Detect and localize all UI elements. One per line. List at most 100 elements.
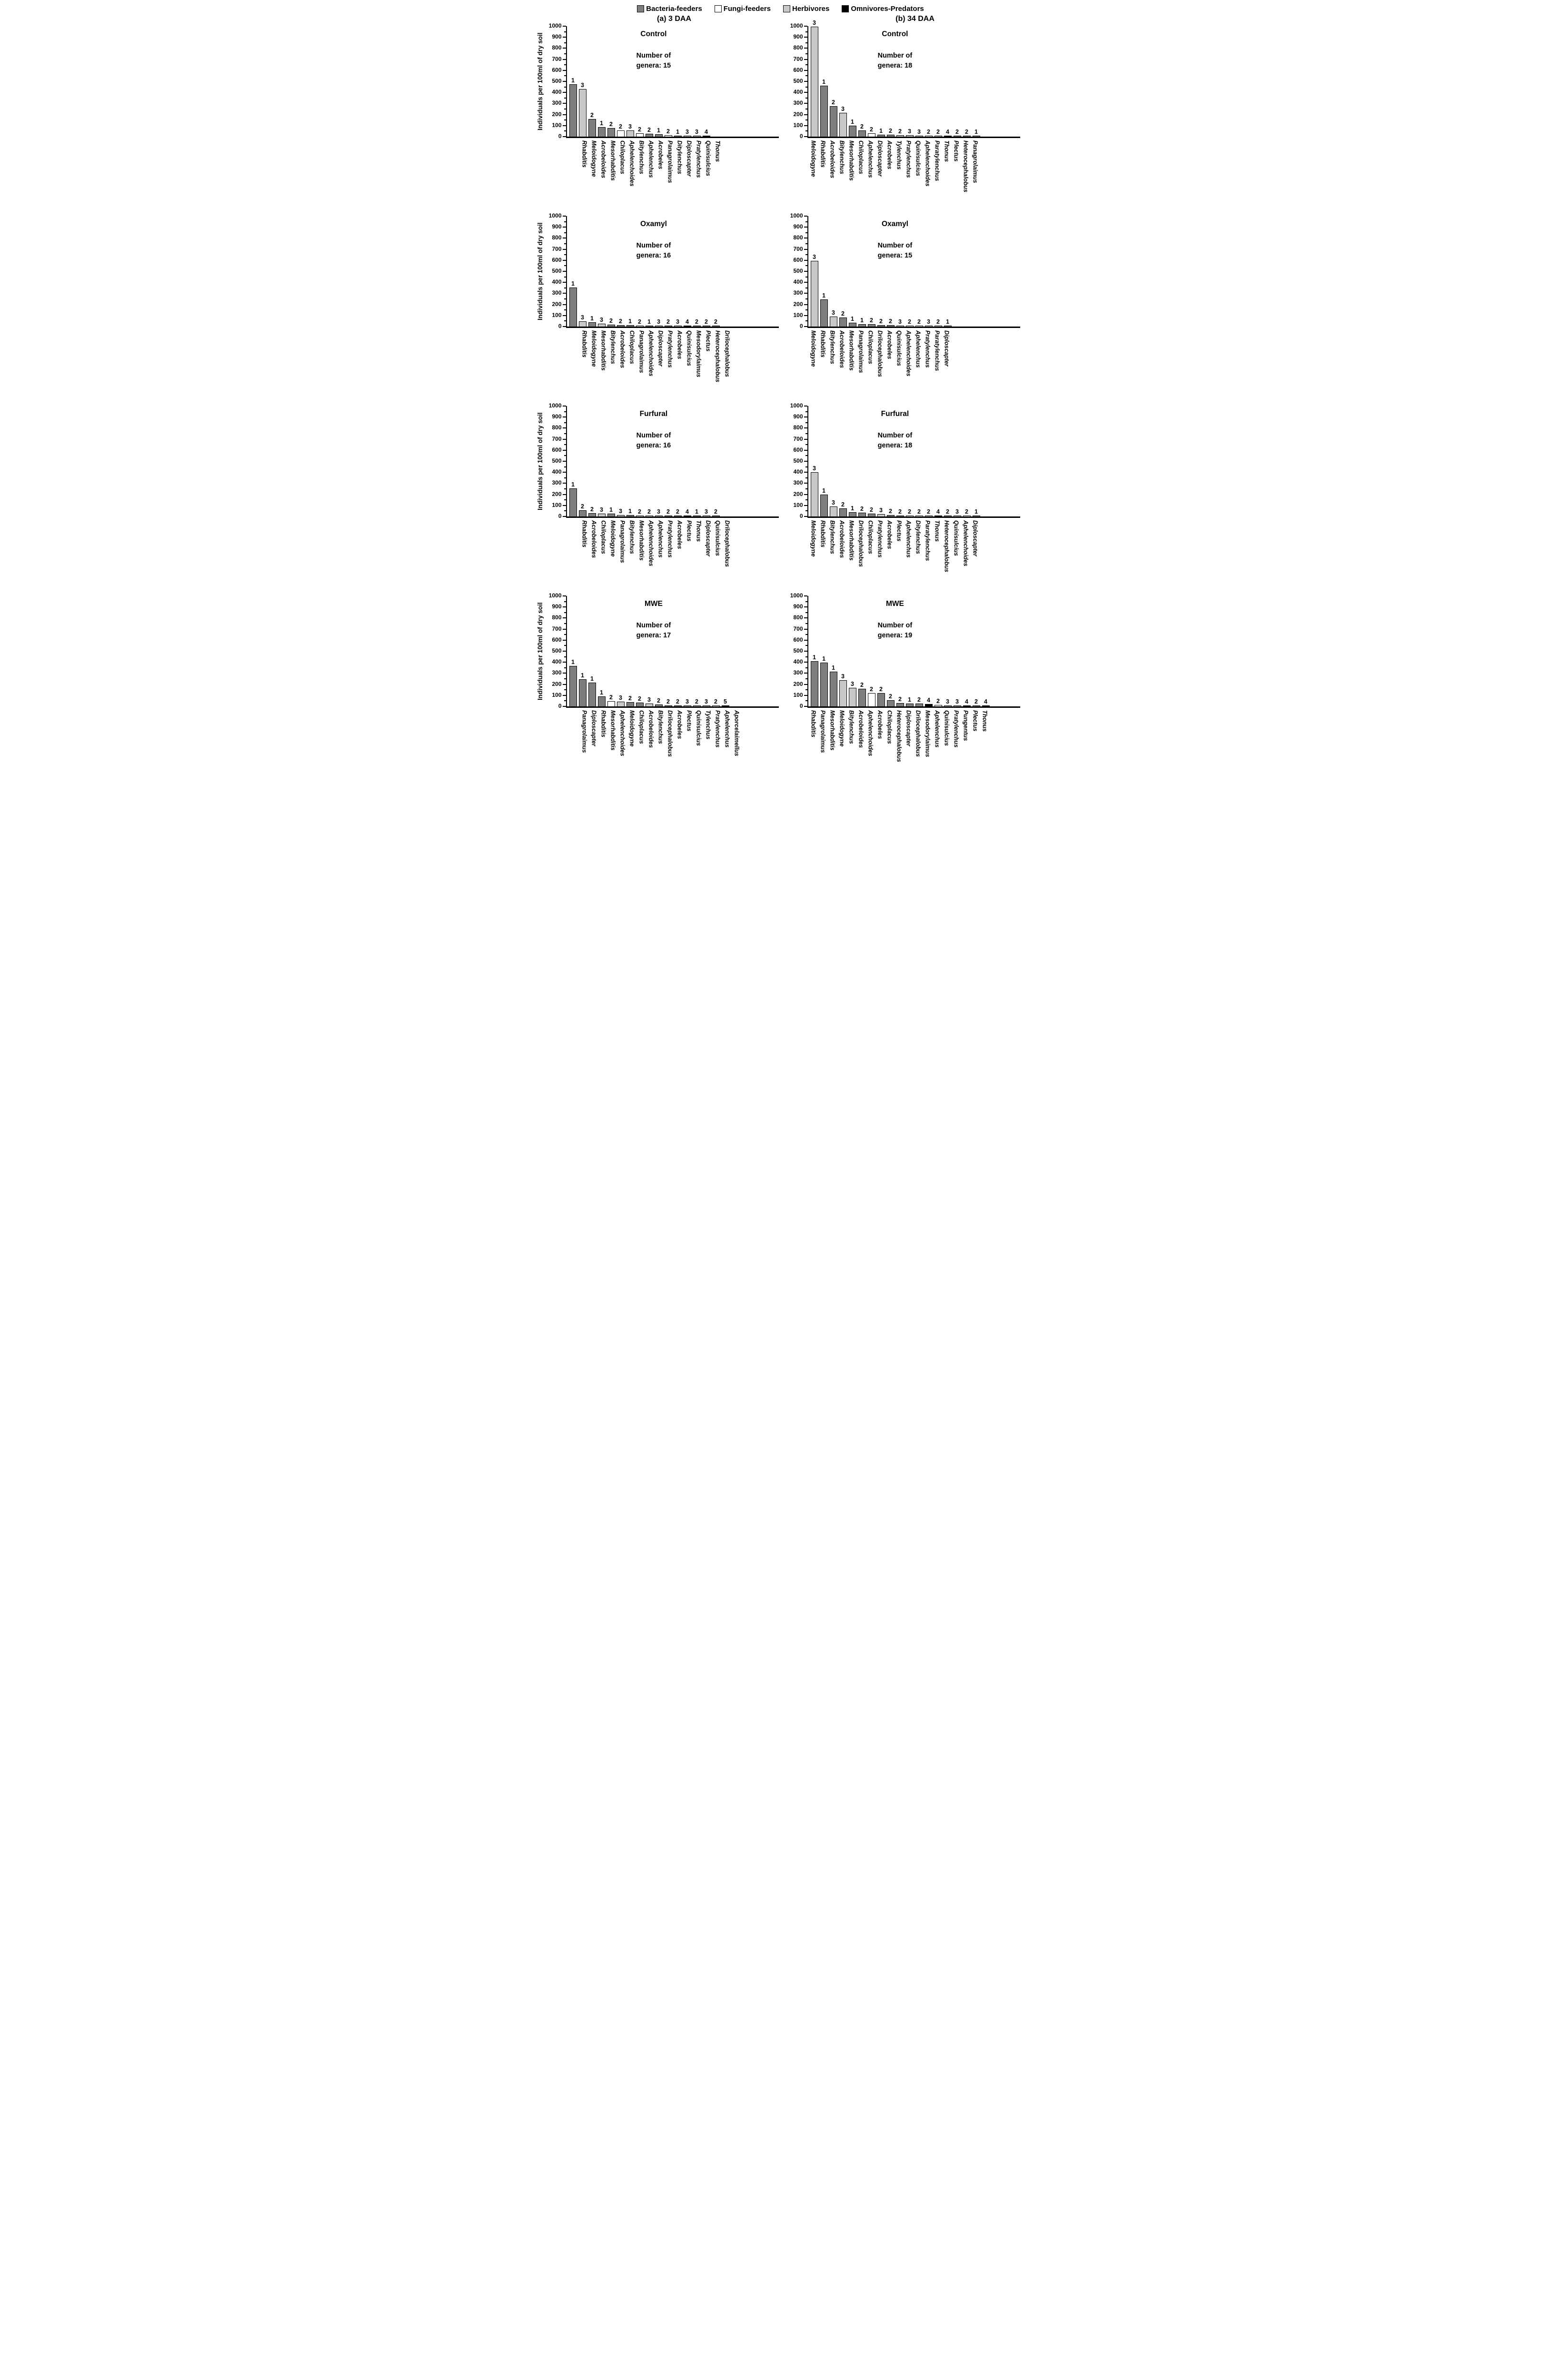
- y-tick-mark: [562, 416, 566, 418]
- y-tick-label: 800: [793, 614, 803, 621]
- y-tick-mark: [805, 97, 807, 99]
- cp-value-label: 2: [955, 129, 959, 135]
- genera-count-text: Number of genera: 18: [877, 52, 913, 69]
- y-tick-mark: [562, 516, 566, 517]
- cp-value-label: 2: [946, 508, 949, 515]
- y-tick-mark: [805, 232, 807, 233]
- y-tick-mark: [562, 673, 566, 674]
- cp-value-label: 4: [936, 508, 940, 515]
- legend-label: Fungi-feeders: [723, 5, 771, 13]
- cp-value-label: 1: [822, 655, 825, 663]
- bar-acrobeloides: [839, 508, 847, 516]
- bar-slot: 3: [616, 508, 626, 516]
- x-axis-label: Pratylenchus: [876, 520, 884, 558]
- bar-slot: 2: [895, 129, 905, 137]
- cp-value-label: 2: [705, 318, 708, 325]
- y-tick-mark: [805, 488, 807, 489]
- x-axis-label: Mesorhabditis: [848, 520, 855, 561]
- bar-heterocephalobus: [963, 136, 971, 137]
- y-tick-mark: [805, 309, 807, 311]
- cp-value-label: 4: [705, 129, 708, 135]
- bar-acrobeles: [877, 693, 885, 706]
- y-tick-mark: [562, 438, 566, 440]
- cp-value-label: 2: [879, 317, 883, 325]
- bar-slot: 1: [578, 673, 587, 706]
- bar-diploscapter: [674, 135, 682, 137]
- bar-diploscapter: [578, 679, 587, 706]
- bar-slot: 3: [616, 695, 626, 706]
- cp-value-label: 1: [813, 654, 816, 661]
- chart-panel-oxamyl-34daa: 0 100 200 300 400 500 600 700 800 900 1000 Oxamyl …: [788, 213, 1025, 398]
- cp-value-label: 1: [851, 505, 854, 512]
- y-tick-mark: [805, 243, 807, 244]
- bar-chiloplacus: [858, 130, 866, 137]
- bar-slot: 1: [972, 509, 981, 516]
- bar-aphelenchus: [867, 133, 875, 137]
- y-tick-mark: [564, 466, 566, 467]
- y-tick-mark: [804, 136, 807, 137]
- bar-slot: 2: [857, 124, 867, 137]
- genera-count-text: Number of genera: 15: [636, 52, 671, 69]
- y-tick-label: 900: [793, 603, 803, 610]
- x-axis-label: Mesorhabditis: [600, 330, 607, 371]
- y-tick-label: 600: [552, 256, 562, 263]
- x-axis-label: Thonus: [714, 140, 721, 162]
- y-tick-label: 100: [552, 121, 562, 129]
- x-axis-label: Thonus: [934, 520, 941, 542]
- cp-value-label: 2: [898, 128, 902, 135]
- cp-value-label: 2: [609, 120, 613, 128]
- y-tick-mark: [805, 634, 807, 635]
- y-tick-label: 600: [793, 256, 803, 263]
- x-axis-label: Quinisulcius: [695, 710, 702, 746]
- x-axis-label: Rhabditis: [819, 330, 826, 357]
- bar-tylenchus: [896, 135, 904, 137]
- bar-slot: 3: [597, 506, 607, 516]
- x-axis-label: Drilocephalobus: [915, 710, 922, 757]
- cp-value-label: 2: [870, 317, 873, 324]
- bar-slot: 1: [819, 293, 829, 327]
- x-axis-label: Pratylenchus: [953, 710, 960, 748]
- x-axis-labels: Rhabditis Meloidogyne Mesorhabditis Bitylen…: [578, 328, 779, 398]
- x-axis-label: Drilocephalobus: [724, 520, 731, 567]
- x-axis-label: Aphelenchoides: [619, 710, 626, 756]
- cp-value-label: 3: [813, 253, 816, 260]
- bar-rhabditis: [588, 683, 596, 706]
- cp-value-label: 3: [619, 694, 622, 702]
- chart-body: 0 100 200 300 400 500 600 700 800 900 1000 Oxamyl …: [547, 213, 779, 398]
- cp-value-label: 2: [714, 318, 717, 325]
- y-tick-mark: [804, 114, 807, 115]
- y-tick-label: 0: [558, 323, 562, 329]
- bar-slot: 2: [645, 509, 654, 516]
- cp-value-label: 2: [590, 506, 594, 513]
- x-axis-label: Panagrolaimus: [857, 330, 865, 373]
- x-axis-label: Acrobeloides: [838, 330, 845, 368]
- omnivores-predators-swatch-icon: [842, 5, 849, 12]
- y-tick-mark: [562, 606, 566, 608]
- bar-aphelenchoides: [636, 326, 644, 327]
- y-tick-mark: [564, 75, 566, 77]
- y-tick-mark: [562, 406, 566, 407]
- bar-slot: 2: [915, 319, 924, 327]
- bar-slot: 2: [673, 509, 683, 516]
- plot-wrap: 0 100 200 300 400 500 600 700 800 900 1000 Furfura…: [788, 403, 1020, 519]
- bar-slot: 4: [683, 509, 692, 516]
- y-tick-mark: [562, 48, 566, 49]
- y-tick-mark: [804, 293, 807, 294]
- bar-slot: 1: [568, 280, 578, 327]
- bar-rhabditis: [820, 299, 828, 327]
- x-axis-label: Aphelenchus: [724, 710, 731, 748]
- bar-plectus: [953, 136, 961, 137]
- x-axis-label: Drilocephalobus: [857, 520, 865, 567]
- x-axis-label: Drilocephalobus: [724, 330, 731, 377]
- x-axis-label: Heterocephalobus: [962, 140, 969, 193]
- bar-panagrolaimus: [655, 134, 663, 137]
- bar-aporcelaimellus: [721, 705, 729, 706]
- y-tick-label: 1000: [790, 592, 803, 599]
- bar-slot: 3: [848, 681, 857, 706]
- x-axis-label: Quinisulcius: [714, 520, 721, 556]
- x-axis-label: Drilocephalobus: [876, 330, 884, 377]
- x-axis-label: Meloidogyne: [810, 140, 817, 177]
- x-axis-label: Plectus: [953, 140, 960, 162]
- y-tick-label: 900: [552, 33, 562, 40]
